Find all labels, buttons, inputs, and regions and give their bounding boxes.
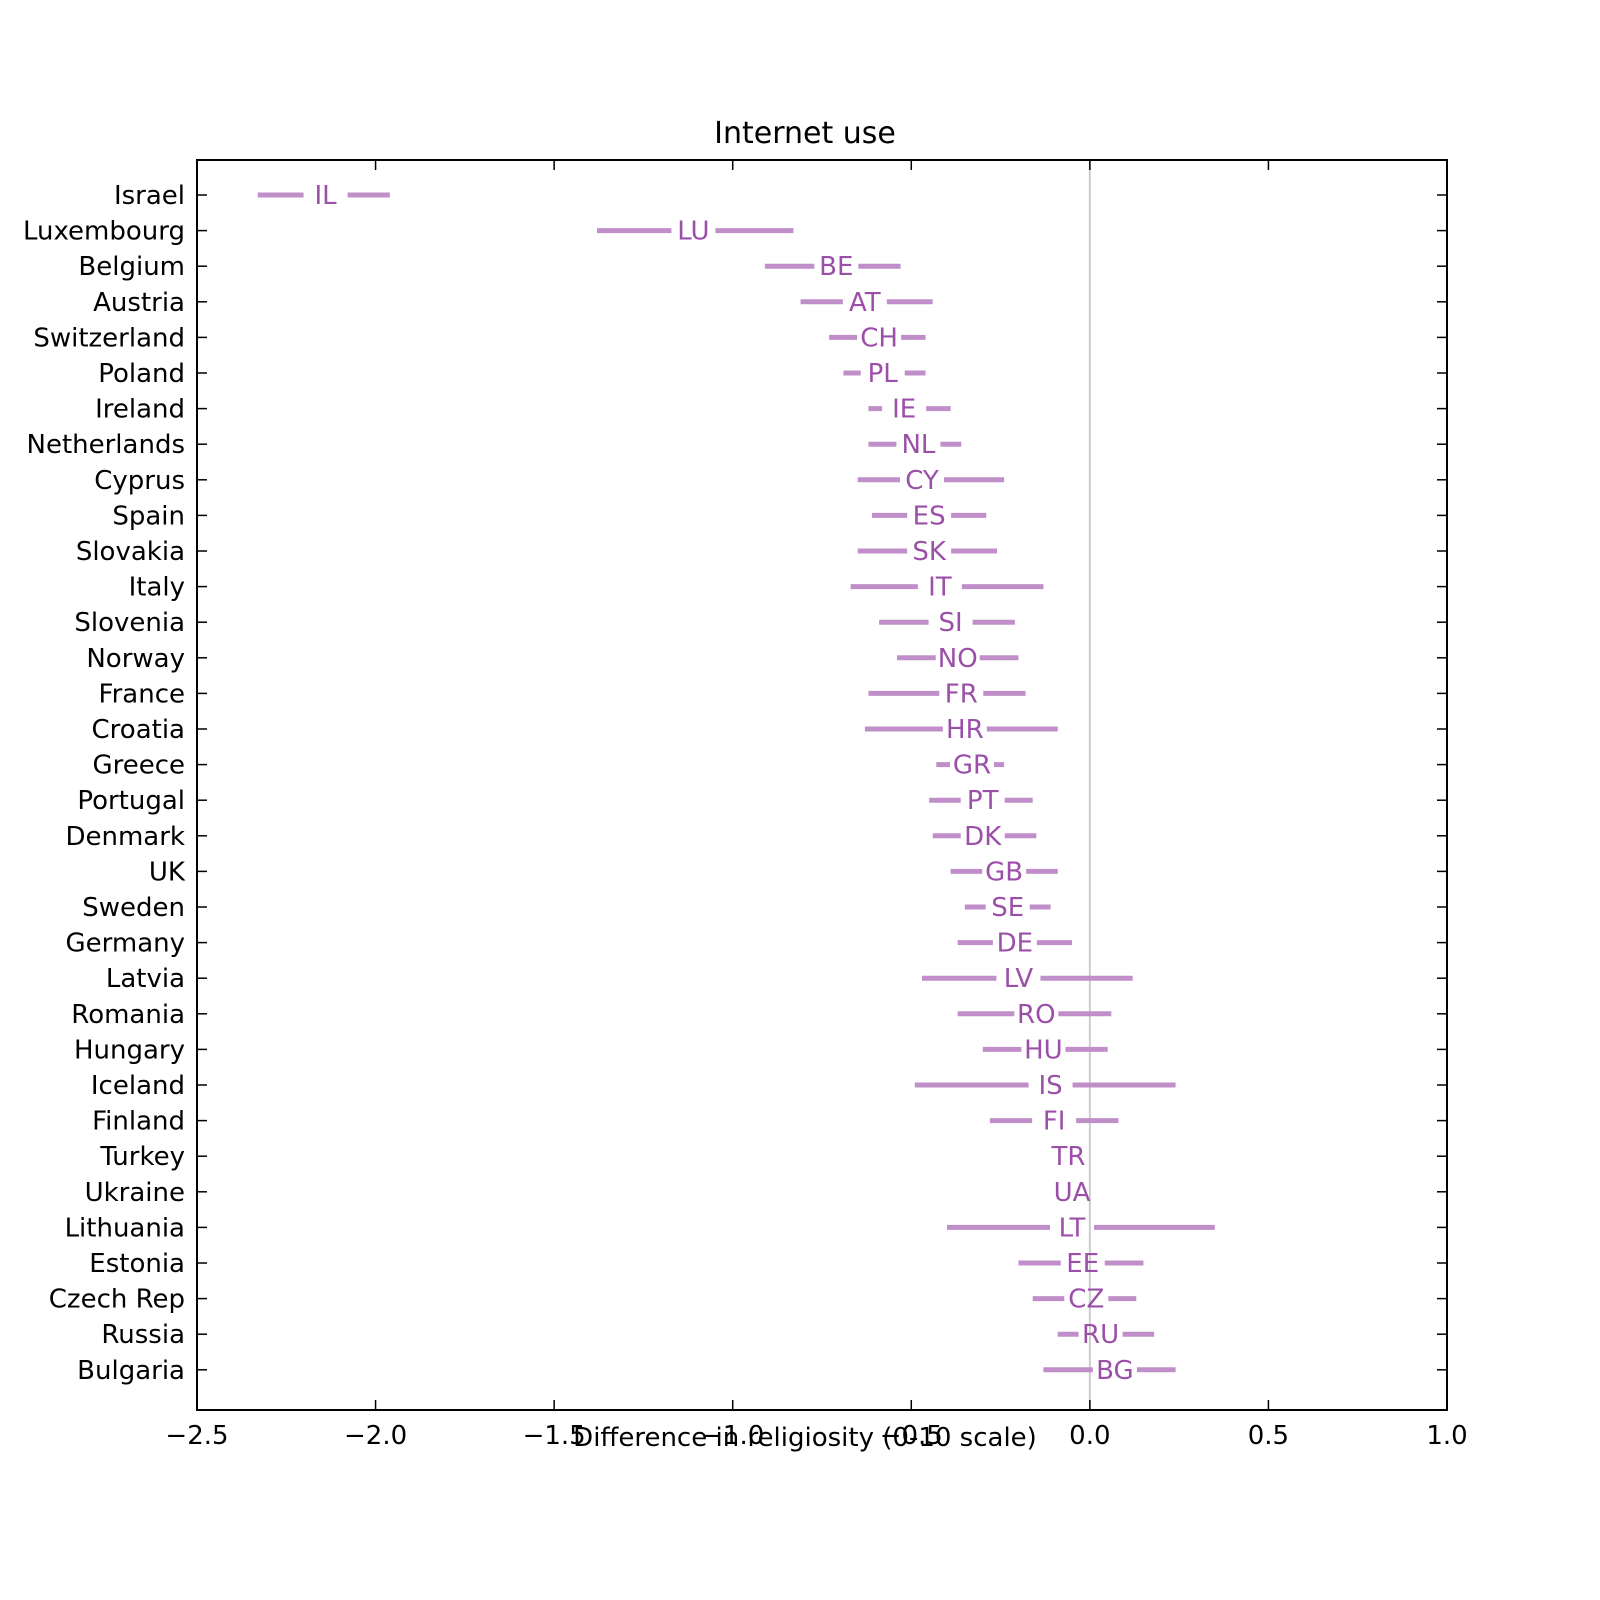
- country-label: Ukraine: [85, 1178, 185, 1208]
- country-code-label: CZ: [1068, 1285, 1104, 1315]
- x-tick-label: −0.5: [880, 1421, 943, 1451]
- country-label: Latvia: [106, 964, 185, 994]
- country-code-label: PT: [967, 786, 999, 816]
- country-code-label: EE: [1066, 1249, 1099, 1279]
- country-code-label: IT: [928, 573, 952, 603]
- tick-layer: −2.5 −2.0 −1.5 −1.0 −0.5 0.0 0.5 1.0: [165, 160, 1468, 1451]
- country-label: Israel: [114, 181, 185, 211]
- chart-title: Internet use: [714, 116, 896, 151]
- x-tick-label: −1.0: [701, 1421, 764, 1451]
- country-code-label: LU: [677, 217, 709, 247]
- x-axis-label: Difference in religiosity (0-10 scale): [573, 1423, 1037, 1453]
- country-label: Greece: [92, 751, 185, 781]
- country-code-label: NO: [938, 644, 978, 674]
- country-label: Slovakia: [76, 537, 185, 567]
- country-label: Estonia: [89, 1249, 185, 1279]
- country-label: Russia: [101, 1320, 185, 1350]
- country-code-label: GR: [953, 751, 991, 781]
- country-code-label: LV: [1004, 964, 1034, 994]
- country-code-label: ES: [913, 501, 946, 531]
- country-label: Finland: [92, 1107, 185, 1137]
- country-code-label: NL: [901, 430, 935, 460]
- code-label-layer: IL LU BE AT CH PL IE NL CY ES SK IT SI NO FR HR GR PT DK GB…: [314, 181, 1133, 1386]
- country-code-label: DK: [964, 822, 1002, 852]
- country-code-label: IL: [314, 181, 337, 211]
- country-label: Sweden: [82, 893, 185, 923]
- country-label: Ireland: [95, 395, 185, 425]
- country-label: Spain: [112, 501, 185, 531]
- country-code-label: HR: [946, 715, 984, 745]
- country-label: Lithuania: [65, 1213, 185, 1243]
- country-label: Norway: [86, 644, 185, 674]
- country-label: Portugal: [77, 786, 185, 816]
- country-label: Germany: [65, 929, 185, 959]
- country-code-label: AT: [849, 288, 881, 318]
- x-tick-label: 0.5: [1248, 1421, 1289, 1451]
- country-code-label: IS: [1038, 1071, 1062, 1101]
- country-code-label: SE: [991, 893, 1024, 923]
- country-label: Poland: [98, 359, 185, 389]
- country-code-label: DE: [997, 929, 1033, 959]
- interval-layer: [257, 192, 1215, 1373]
- country-label: Turkey: [99, 1142, 185, 1172]
- country-code-label: FI: [1043, 1107, 1066, 1137]
- country-code-label: IE: [892, 395, 916, 425]
- country-label: Austria: [93, 288, 185, 318]
- country-code-label: SK: [912, 537, 947, 567]
- country-label: Croatia: [92, 715, 185, 745]
- x-tick-label: −2.5: [165, 1421, 228, 1451]
- country-code-label: HU: [1024, 1035, 1063, 1065]
- country-code-label: GB: [985, 857, 1023, 887]
- country-code-label: FR: [945, 679, 978, 709]
- country-label: Czech Rep: [49, 1285, 185, 1315]
- country-label: Italy: [129, 573, 185, 603]
- country-label: Slovenia: [74, 608, 185, 638]
- country-label: Belgium: [78, 252, 185, 282]
- country-label-layer: Israel Luxembourg Belgium Austria Switzerlan…: [23, 181, 186, 1386]
- country-label: Cyprus: [94, 466, 185, 496]
- country-code-label: BE: [819, 252, 853, 282]
- country-label: France: [99, 679, 185, 709]
- country-code-label: CY: [905, 466, 939, 496]
- country-code-label: RU: [1082, 1320, 1119, 1350]
- x-tick-label: −2.0: [344, 1421, 407, 1451]
- country-code-label: CH: [860, 323, 898, 353]
- country-label: Iceland: [91, 1071, 185, 1101]
- country-code-label: SI: [938, 608, 962, 638]
- country-code-label: LT: [1059, 1213, 1086, 1243]
- country-label: Romania: [71, 1000, 185, 1030]
- plot-frame: [196, 159, 1448, 1411]
- x-tick-label: 1.0: [1426, 1421, 1467, 1451]
- country-code-label: UA: [1054, 1178, 1091, 1208]
- country-label: Denmark: [65, 822, 185, 852]
- country-label: Netherlands: [27, 430, 186, 460]
- country-label: Hungary: [74, 1035, 185, 1065]
- x-tick-label: −1.5: [523, 1421, 586, 1451]
- x-tick-label: 0.0: [1069, 1421, 1110, 1451]
- country-label: Bulgaria: [77, 1356, 185, 1386]
- country-label: Switzerland: [33, 323, 185, 353]
- country-code-label: BG: [1096, 1356, 1134, 1386]
- country-code-label: TR: [1050, 1142, 1085, 1172]
- country-label: UK: [149, 857, 186, 887]
- country-code-label: PL: [868, 359, 899, 389]
- country-label: Luxembourg: [23, 217, 185, 247]
- country-code-label: RO: [1017, 1000, 1056, 1030]
